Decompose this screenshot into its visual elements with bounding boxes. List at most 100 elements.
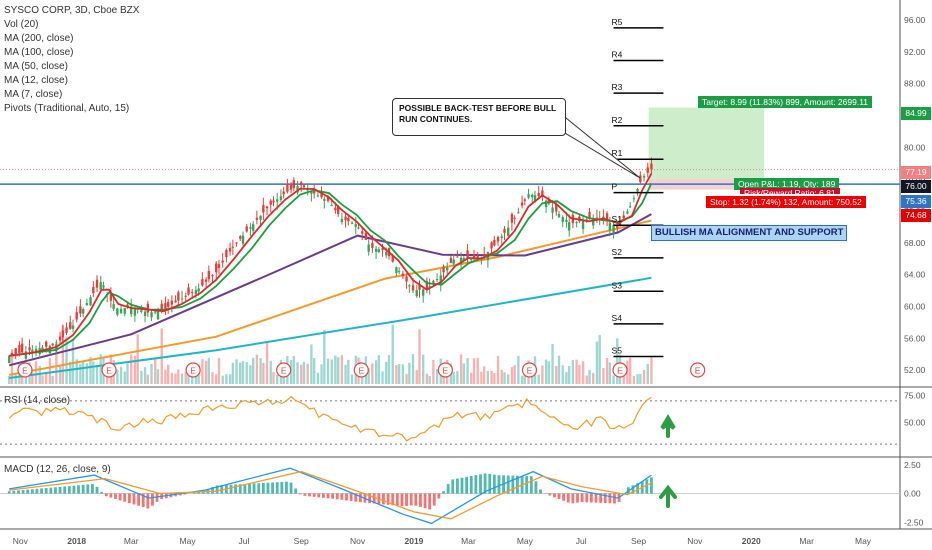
volume-bar <box>320 364 323 384</box>
volume-bar <box>377 355 381 384</box>
annotation-label[interactable]: BULLISH MA ALIGNMENT AND SUPPORT <box>651 225 848 241</box>
macd-histogram-bar <box>40 488 43 494</box>
candle-body <box>616 224 619 228</box>
candle-body <box>45 341 48 347</box>
volume-bar <box>81 361 85 384</box>
macd-histogram-bar <box>285 481 288 494</box>
legend-item[interactable]: MA (100, close) <box>4 47 74 58</box>
macd-histogram-bar <box>317 493 321 498</box>
macd-histogram-bar <box>77 485 80 494</box>
volume-bar <box>143 367 147 384</box>
volume-bar <box>483 366 486 384</box>
time-axis-tick: Nov <box>13 536 29 546</box>
pivot-label: R2 <box>612 115 623 125</box>
macd-histogram-bar <box>63 486 67 494</box>
volume-bar <box>296 362 299 384</box>
macd-histogram-bar <box>608 493 612 504</box>
candle-body <box>286 183 289 192</box>
macd-histogram-bar <box>474 475 478 494</box>
volume-bar <box>154 358 157 384</box>
macd-histogram-bar <box>645 479 649 494</box>
volume-bar <box>602 367 605 384</box>
candle-body <box>357 227 360 229</box>
candle-body <box>425 281 429 289</box>
candle-body <box>306 189 309 191</box>
candle-body <box>575 222 578 224</box>
volume-bar <box>61 325 65 384</box>
candle-body <box>251 224 255 231</box>
macd-histogram-bar <box>455 478 459 494</box>
candle-body <box>81 308 85 314</box>
position-pnl-label[interactable]: Open P&L: 1.19, Qty: 189 <box>734 178 840 190</box>
volume-bar <box>415 370 418 384</box>
legend-item[interactable]: MA (7, close) <box>4 89 63 100</box>
macd-histogram-bar <box>238 484 242 494</box>
candle-body <box>650 163 653 170</box>
candle-body <box>561 216 564 222</box>
volume-bar <box>608 362 612 384</box>
candle-body <box>568 222 571 231</box>
macd-histogram-bar <box>266 482 270 494</box>
legend-item[interactable]: MA (12, close) <box>4 75 68 86</box>
macd-axis-tick: -2.50 <box>904 517 924 527</box>
volume-bar <box>146 374 150 384</box>
legend-item[interactable]: MA (50, close) <box>4 61 68 72</box>
candle-body <box>442 266 445 273</box>
volume-bar <box>334 355 337 384</box>
candle-body <box>323 198 326 201</box>
legend-item[interactable]: Vol (20) <box>4 19 39 30</box>
macd-histogram-bar <box>386 493 390 505</box>
position-risk-reward-label[interactable]: Risk/Reward Ratio: 6.81 <box>740 188 840 194</box>
candle-body <box>20 343 24 353</box>
macd-histogram-bar <box>529 476 533 494</box>
candle-body <box>130 306 133 315</box>
callout-note[interactable]: POSSIBLE BACK-TEST BEFORE BULL RUN CONTI… <box>392 98 566 136</box>
candle-body <box>71 325 75 329</box>
volume-bar <box>387 355 391 384</box>
macd-histogram-bar <box>465 476 469 494</box>
legend-item[interactable]: Pivots (Traditional, Auto, 15) <box>4 103 130 114</box>
volume-bar <box>34 361 38 384</box>
volume-bar <box>330 359 333 384</box>
candle-body <box>259 215 262 220</box>
macd-histogram-bar <box>21 490 25 494</box>
candle-body <box>340 218 344 223</box>
volume-bar <box>568 366 571 384</box>
candle-body <box>99 282 102 290</box>
candle-body <box>456 256 459 258</box>
volume-bar <box>646 364 649 384</box>
candle-body <box>85 302 89 306</box>
candle-body <box>470 258 473 260</box>
position-target-label[interactable]: Target: 8.99 (11.83%) 899, Amount: 2699.… <box>698 96 873 108</box>
volume-bar <box>156 369 160 384</box>
position-stop-label[interactable]: Stop: 1.32 (1.74%) 132, Amount: 750.52 <box>706 196 866 208</box>
volume-bar <box>565 372 568 384</box>
candle-body <box>296 186 299 193</box>
volume-bar <box>221 375 224 384</box>
macd-histogram-bar <box>372 493 376 504</box>
macd-histogram-bar <box>280 481 284 494</box>
pivot-label: S4 <box>612 313 623 323</box>
volume-bar <box>513 365 516 384</box>
macd-histogram-bar <box>405 493 408 506</box>
legend-item[interactable]: MA (200, close) <box>4 33 74 44</box>
rsi-pane-label[interactable]: RSI (14, close) <box>4 395 71 406</box>
earnings-marker-label: E <box>617 366 623 376</box>
volume-bar <box>204 360 208 384</box>
macd-axis-tick: 0.00 <box>904 489 921 499</box>
candle-body <box>330 205 333 207</box>
volume-bar <box>551 343 554 384</box>
price-axis-tick: 64.00 <box>904 270 926 280</box>
volume-bar <box>262 362 265 384</box>
macd-histogram-bar <box>562 493 566 501</box>
pivot-label: R5 <box>612 17 623 27</box>
candle-body <box>75 312 78 320</box>
earnings-marker <box>437 362 453 378</box>
macd-histogram-bar <box>442 491 445 494</box>
price-axis-tick: 92.00 <box>904 47 926 57</box>
candle-body <box>503 228 506 233</box>
macd-pane-label[interactable]: MACD (12, 26, close, 9) <box>4 464 111 475</box>
candle-body <box>197 288 200 292</box>
volume-bar <box>95 364 99 384</box>
